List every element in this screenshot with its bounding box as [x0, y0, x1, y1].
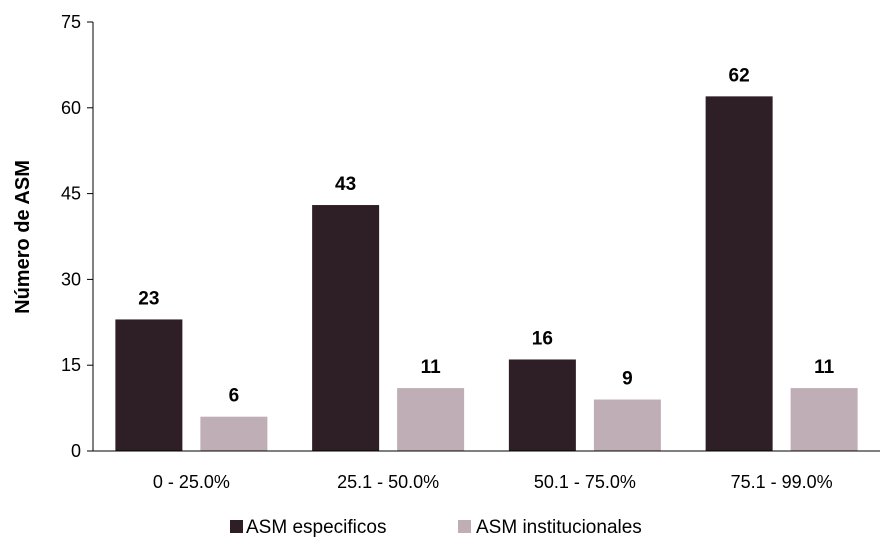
y-axis-ticks: 0 15 30 45 60 75	[61, 12, 93, 461]
data-label: 23	[138, 288, 159, 309]
bar-asm-institucionales	[397, 388, 465, 451]
bar-asm-institucionales	[790, 388, 858, 451]
bar-asm-especificos	[312, 205, 380, 451]
bar-asm-institucionales	[200, 416, 268, 451]
x-tick-label: 75.1 - 99.0%	[731, 472, 833, 492]
y-tick-label: 45	[61, 184, 81, 204]
y-axis-title: Número de ASM	[12, 160, 34, 314]
data-label: 43	[335, 174, 356, 195]
x-tick-label: 0 - 25.0%	[153, 472, 230, 492]
y-tick-label: 60	[61, 98, 81, 118]
data-label: 11	[421, 357, 442, 378]
x-axis-labels: 0 - 25.0% 25.1 - 50.0% 50.1 - 75.0% 75.1 - …	[153, 472, 833, 492]
x-tick-label: 25.1 - 50.0%	[337, 472, 439, 492]
bars-group	[115, 96, 858, 452]
data-label: 62	[729, 65, 750, 86]
legend-label-asm-especificos: ASM especificos	[246, 517, 386, 538]
legend-swatch-asm-especificos	[230, 520, 243, 533]
data-labels-group: 23 6 43 11 16 9 62 11	[138, 65, 834, 406]
bar-asm-especificos	[705, 96, 773, 452]
y-tick-label: 15	[61, 355, 81, 375]
data-label: 16	[532, 328, 553, 349]
legend-label-asm-institucionales: ASM institucionales	[476, 517, 642, 538]
y-tick-label: 30	[61, 269, 81, 289]
x-tick-label: 50.1 - 75.0%	[534, 472, 636, 492]
legend: ASM especificos ASM institucionales	[230, 517, 642, 538]
y-tick-label: 75	[61, 12, 81, 32]
bar-asm-especificos	[115, 319, 183, 451]
data-label: 11	[814, 357, 835, 378]
y-tick-label: 0	[71, 441, 81, 461]
data-label: 6	[229, 386, 240, 407]
data-label: 9	[622, 369, 633, 390]
legend-swatch-asm-institucionales	[458, 520, 471, 533]
bar-asm-institucionales	[593, 399, 661, 451]
bar-asm-especificos	[508, 359, 576, 451]
